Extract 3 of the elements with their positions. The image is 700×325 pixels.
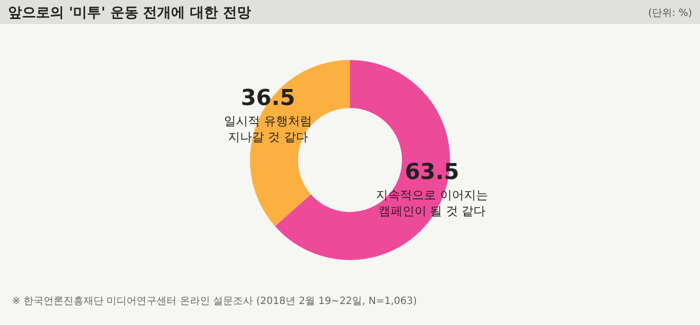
text: (단위: %) bbox=[648, 8, 692, 19]
text: ※ 한국언론진흥재단 미디어연구센터 온라인 설문조사 (2018년 2월 19~22일, N=1,063) bbox=[12, 296, 418, 307]
chart-title: 앞으로의 '미투' 운동 전개에 대한 전망 bbox=[8, 5, 251, 21]
